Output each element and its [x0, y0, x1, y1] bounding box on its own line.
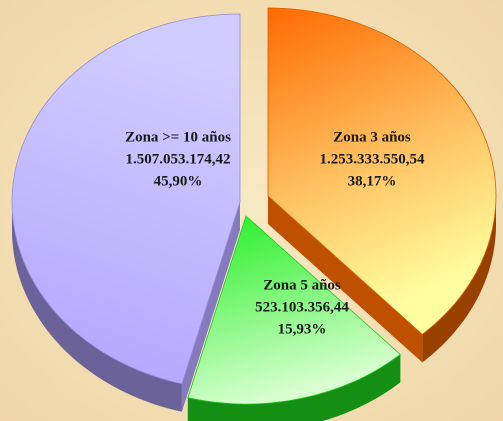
pie-wall — [181, 202, 240, 412]
slice-label: Zona 3 años — [333, 129, 411, 145]
pie-side — [422, 196, 496, 363]
value-label: 1.253.333.550,54 — [320, 151, 426, 167]
percentage-label: 45,90% — [154, 173, 203, 189]
pie-slice — [187, 215, 401, 405]
percentage-label: 38,17% — [348, 173, 397, 189]
value-label: 1.507.053.174,42 — [126, 151, 231, 167]
slice-label: Zona >= 10 años — [125, 129, 231, 145]
pie-tops — [11, 7, 497, 405]
pie-wall — [268, 196, 423, 363]
slice-label: Zona 5 años — [263, 277, 341, 293]
pie-side — [12, 202, 182, 412]
value-label: 523.103.356,44 — [255, 299, 349, 315]
pie-slice — [267, 7, 497, 335]
data-labels: Zona 3 años 1.253.333.550,54 38,17% Zona 5 … — [125, 129, 425, 337]
percentage-label: 15,93% — [278, 321, 327, 337]
pie-slice — [11, 13, 241, 385]
